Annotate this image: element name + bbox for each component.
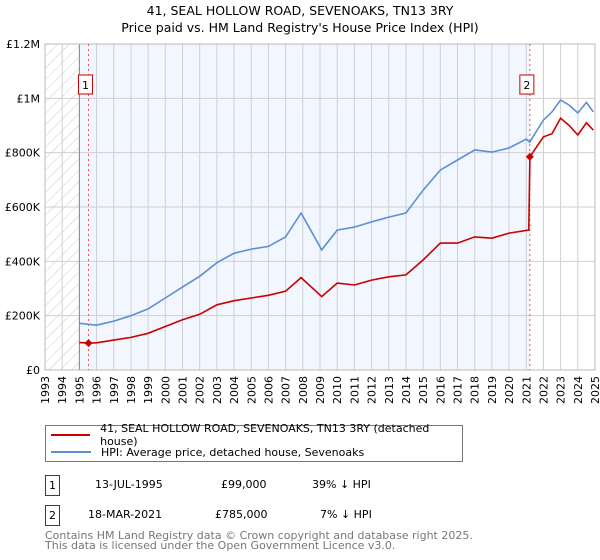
x-tick-label: 2020	[503, 376, 516, 404]
x-tick-label: 2003	[211, 376, 224, 404]
property-series-line	[79, 116, 594, 344]
x-tick-label: 2005	[245, 376, 258, 404]
x-tick-label: 1999	[142, 376, 155, 404]
footer-attribution: Contains HM Land Registry data © Crown c…	[45, 529, 473, 552]
x-tick-label: 2016	[434, 376, 447, 404]
x-tick-label: 2000	[159, 376, 172, 404]
sale-price: £785,000	[215, 508, 268, 521]
footer-line-2: This data is licensed under the Open Gov…	[45, 539, 396, 552]
sale-label-box	[519, 74, 535, 95]
hpi-series-line	[79, 98, 594, 327]
x-tick-label: 1997	[108, 376, 121, 404]
x-tick-label: 2014	[400, 376, 413, 404]
x-tick-label: 2008	[297, 376, 310, 404]
sale-date: 18-MAR-2021	[88, 508, 163, 521]
x-tick-label: 1998	[125, 376, 138, 404]
footer-line-1: Contains HM Land Registry data © Crown c…	[45, 529, 473, 542]
plot-frame	[44, 43, 596, 371]
legend-swatch-blue	[51, 451, 91, 453]
sale-date: 13-JUL-1995	[95, 478, 163, 491]
x-tick-label: 2023	[555, 376, 568, 404]
legend-item-property: 41, SEAL HOLLOW ROAD, SEVENOAKS, TN13 3R…	[51, 422, 462, 448]
price-chart: 1993 1994 1995 1996 1997 1998 1999 2000 2001 2002…	[5, 38, 600, 404]
x-tick-label: 2015	[417, 376, 430, 404]
sale-label-box	[77, 74, 93, 95]
sale-label-number: 2	[523, 79, 530, 92]
sale-marker-badge: 1	[45, 475, 60, 496]
sale-marker-badge: 2	[45, 505, 60, 526]
x-tick-label: 1995	[73, 376, 86, 404]
chart-legend: 41, SEAL HOLLOW ROAD, SEVENOAKS, TN13 3R…	[45, 422, 463, 462]
x-tick-label: 2009	[314, 376, 327, 404]
x-tick-label: 2019	[486, 376, 499, 404]
x-tick-label: 2018	[469, 376, 482, 404]
sale-label-number: 1	[82, 79, 89, 92]
x-tick-label: 2010	[331, 376, 344, 404]
sale-price: £99,000	[221, 478, 267, 491]
x-tick-label: 2004	[228, 376, 241, 404]
x-tick-label: 2013	[383, 376, 396, 404]
sale-hpi-diff: 39% ↓ HPI	[312, 478, 371, 491]
chart-title: 41, SEAL HOLLOW ROAD, SEVENOAKS, TN13 3R…	[146, 3, 454, 18]
x-tick-label: 1994	[56, 376, 69, 404]
legend-item-hpi: HPI: Average price, detached house, Seve…	[51, 444, 364, 460]
y-tick-label: £200K	[5, 310, 41, 323]
x-tick-label: 1993	[39, 376, 52, 404]
y-tick-label: £800K	[5, 147, 41, 160]
x-tick-label: 2011	[348, 376, 361, 404]
x-tick-label: 2024	[572, 376, 585, 404]
sale-row: 2 18-MAR-2021 £785,000 7% ↓ HPI	[45, 505, 465, 526]
sale-hpi-diff: 7% ↓ HPI	[320, 508, 372, 521]
chart-subtitle: Price paid vs. HM Land Registry's House …	[121, 20, 479, 35]
x-tick-label: 1996	[91, 376, 104, 404]
y-tick-label: £600K	[5, 201, 41, 214]
x-tick-label: 2012	[366, 376, 379, 404]
x-tick-label: 2021	[520, 376, 533, 404]
x-tick-label: 2025	[589, 376, 600, 404]
x-tick-label: 2022	[537, 376, 550, 404]
legend-swatch-red	[51, 434, 91, 436]
sale-point-marker	[525, 152, 534, 161]
x-tick-label: 2006	[262, 376, 275, 404]
x-tick-label: 2001	[177, 376, 190, 404]
x-tick-label: 2007	[280, 376, 293, 404]
x-tick-label: 2002	[194, 376, 207, 404]
y-tick-label: £1M	[17, 92, 41, 105]
y-tick-label: £1.2M	[6, 38, 40, 51]
y-tick-label: £0	[26, 364, 40, 377]
sale-row: 1 13-JUL-1995 £99,000 39% ↓ HPI	[45, 475, 465, 496]
sale-point-marker	[84, 339, 93, 348]
x-tick-label: 2017	[452, 376, 465, 404]
y-tick-label: £400K	[5, 255, 41, 268]
legend-label-property: 41, SEAL HOLLOW ROAD, SEVENOAKS, TN13 3R…	[100, 422, 430, 448]
legend-label-hpi: HPI: Average price, detached house, Seve…	[101, 445, 365, 459]
